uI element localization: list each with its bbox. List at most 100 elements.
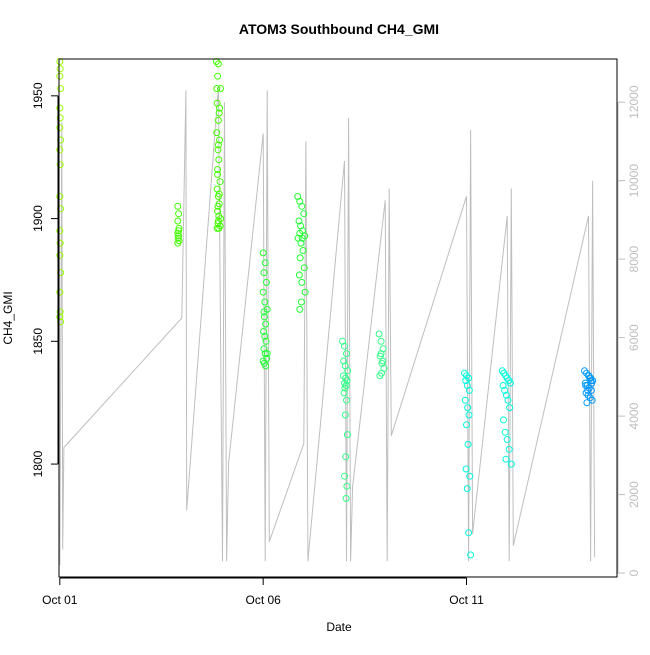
data-point (503, 436, 511, 443)
data-point (214, 202, 222, 210)
data-point (174, 239, 182, 247)
data-point (343, 350, 350, 358)
data-point (215, 156, 223, 164)
data-point (297, 239, 305, 247)
x-tick-label: Oct 01 (42, 593, 78, 607)
data-point (341, 472, 348, 480)
data-point (295, 217, 303, 225)
data-point (260, 328, 268, 335)
data-point (298, 278, 306, 286)
data-point (467, 551, 475, 559)
altitude-line (59, 86, 596, 566)
data-point (56, 193, 64, 200)
data-point (341, 411, 349, 419)
data-point (463, 421, 470, 429)
data-point (464, 404, 472, 412)
data-point (213, 129, 221, 137)
data-point (296, 305, 304, 313)
data-point (56, 114, 64, 122)
data-point (214, 146, 222, 154)
data-point (464, 440, 472, 448)
data-point (300, 264, 308, 272)
y-axis-label: CH4_GMI (1, 291, 15, 344)
data-point (214, 170, 222, 178)
data-point (342, 453, 350, 461)
data-point (466, 472, 474, 480)
data-point (259, 288, 267, 296)
data-point (56, 72, 64, 80)
y-right-tick-label: 8000 (627, 245, 641, 272)
y-left-tick-label: 1850 (31, 328, 45, 355)
y-axis-left: 1800 1850 1900 1950 (31, 82, 59, 477)
data-point (300, 210, 308, 218)
data-point (214, 166, 222, 173)
data-point (214, 116, 222, 124)
data-point (340, 389, 348, 397)
data-point (505, 445, 513, 453)
data-point (340, 357, 348, 365)
plot-frame (58, 58, 618, 578)
data-point (216, 178, 224, 186)
y-right-tick-label: 4000 (627, 402, 641, 429)
data-point (377, 350, 385, 358)
data-point (56, 239, 64, 247)
data-point (583, 399, 591, 407)
data-point (261, 259, 269, 267)
data-point (506, 379, 514, 387)
y-right-tick-label: 0 (627, 569, 641, 576)
data-point (56, 124, 64, 132)
data-point (377, 337, 385, 345)
data-point (295, 271, 303, 279)
data-point (216, 104, 224, 112)
data-point (261, 350, 269, 358)
data-point (299, 247, 307, 254)
data-point (461, 396, 469, 404)
data-point (56, 288, 64, 296)
data-point (262, 337, 270, 345)
data-point (341, 342, 348, 350)
y-right-tick-label: 6000 (627, 324, 641, 351)
data-point (214, 141, 222, 149)
data-point (263, 350, 271, 358)
data-point (260, 269, 268, 277)
points-layer (56, 58, 597, 559)
data-point (502, 391, 510, 399)
data-point (215, 212, 223, 220)
data-point (342, 494, 350, 502)
data-point (175, 224, 183, 232)
data-point (262, 362, 270, 370)
data-point (262, 320, 270, 328)
data-point (465, 386, 473, 394)
y-right-tick-label: 2000 (627, 481, 641, 508)
data-point (174, 217, 182, 225)
data-point (56, 308, 64, 316)
data-point (174, 202, 182, 210)
y-left-tick-label: 1900 (31, 205, 45, 232)
data-point (301, 288, 309, 296)
data-point (343, 396, 350, 404)
data-point (501, 386, 509, 394)
data-point (216, 136, 224, 144)
x-axis-label: Date (326, 620, 352, 634)
data-point (296, 254, 304, 262)
data-point (462, 377, 470, 385)
data-point (261, 298, 269, 306)
data-point (506, 404, 514, 412)
data-point (214, 207, 222, 215)
chart-title: ATOM3 Southbound CH4_GMI (239, 21, 439, 37)
data-point (175, 232, 183, 240)
data-point (260, 345, 268, 353)
data-point (504, 396, 512, 404)
y-right-tick-label: 12000 (627, 85, 641, 119)
data-point (462, 465, 470, 473)
data-point (261, 332, 269, 340)
data-point (376, 372, 384, 380)
data-point (56, 227, 64, 235)
data-point (501, 428, 509, 436)
data-point (56, 146, 64, 154)
data-point (297, 298, 305, 306)
data-point (465, 411, 473, 419)
data-point (214, 60, 222, 68)
x-tick-label: Oct 11 (449, 593, 484, 607)
